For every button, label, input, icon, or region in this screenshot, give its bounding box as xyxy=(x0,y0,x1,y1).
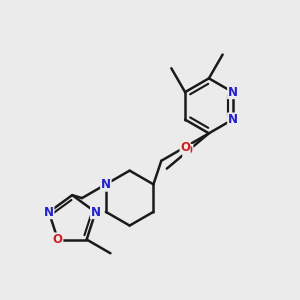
Text: N: N xyxy=(44,206,54,219)
Text: O: O xyxy=(183,145,193,158)
Text: N: N xyxy=(101,178,111,191)
Text: N: N xyxy=(91,206,100,219)
Text: N: N xyxy=(228,113,238,126)
Text: O: O xyxy=(180,141,190,154)
Text: N: N xyxy=(228,85,238,99)
Text: N: N xyxy=(101,178,111,191)
Text: O: O xyxy=(53,233,63,246)
